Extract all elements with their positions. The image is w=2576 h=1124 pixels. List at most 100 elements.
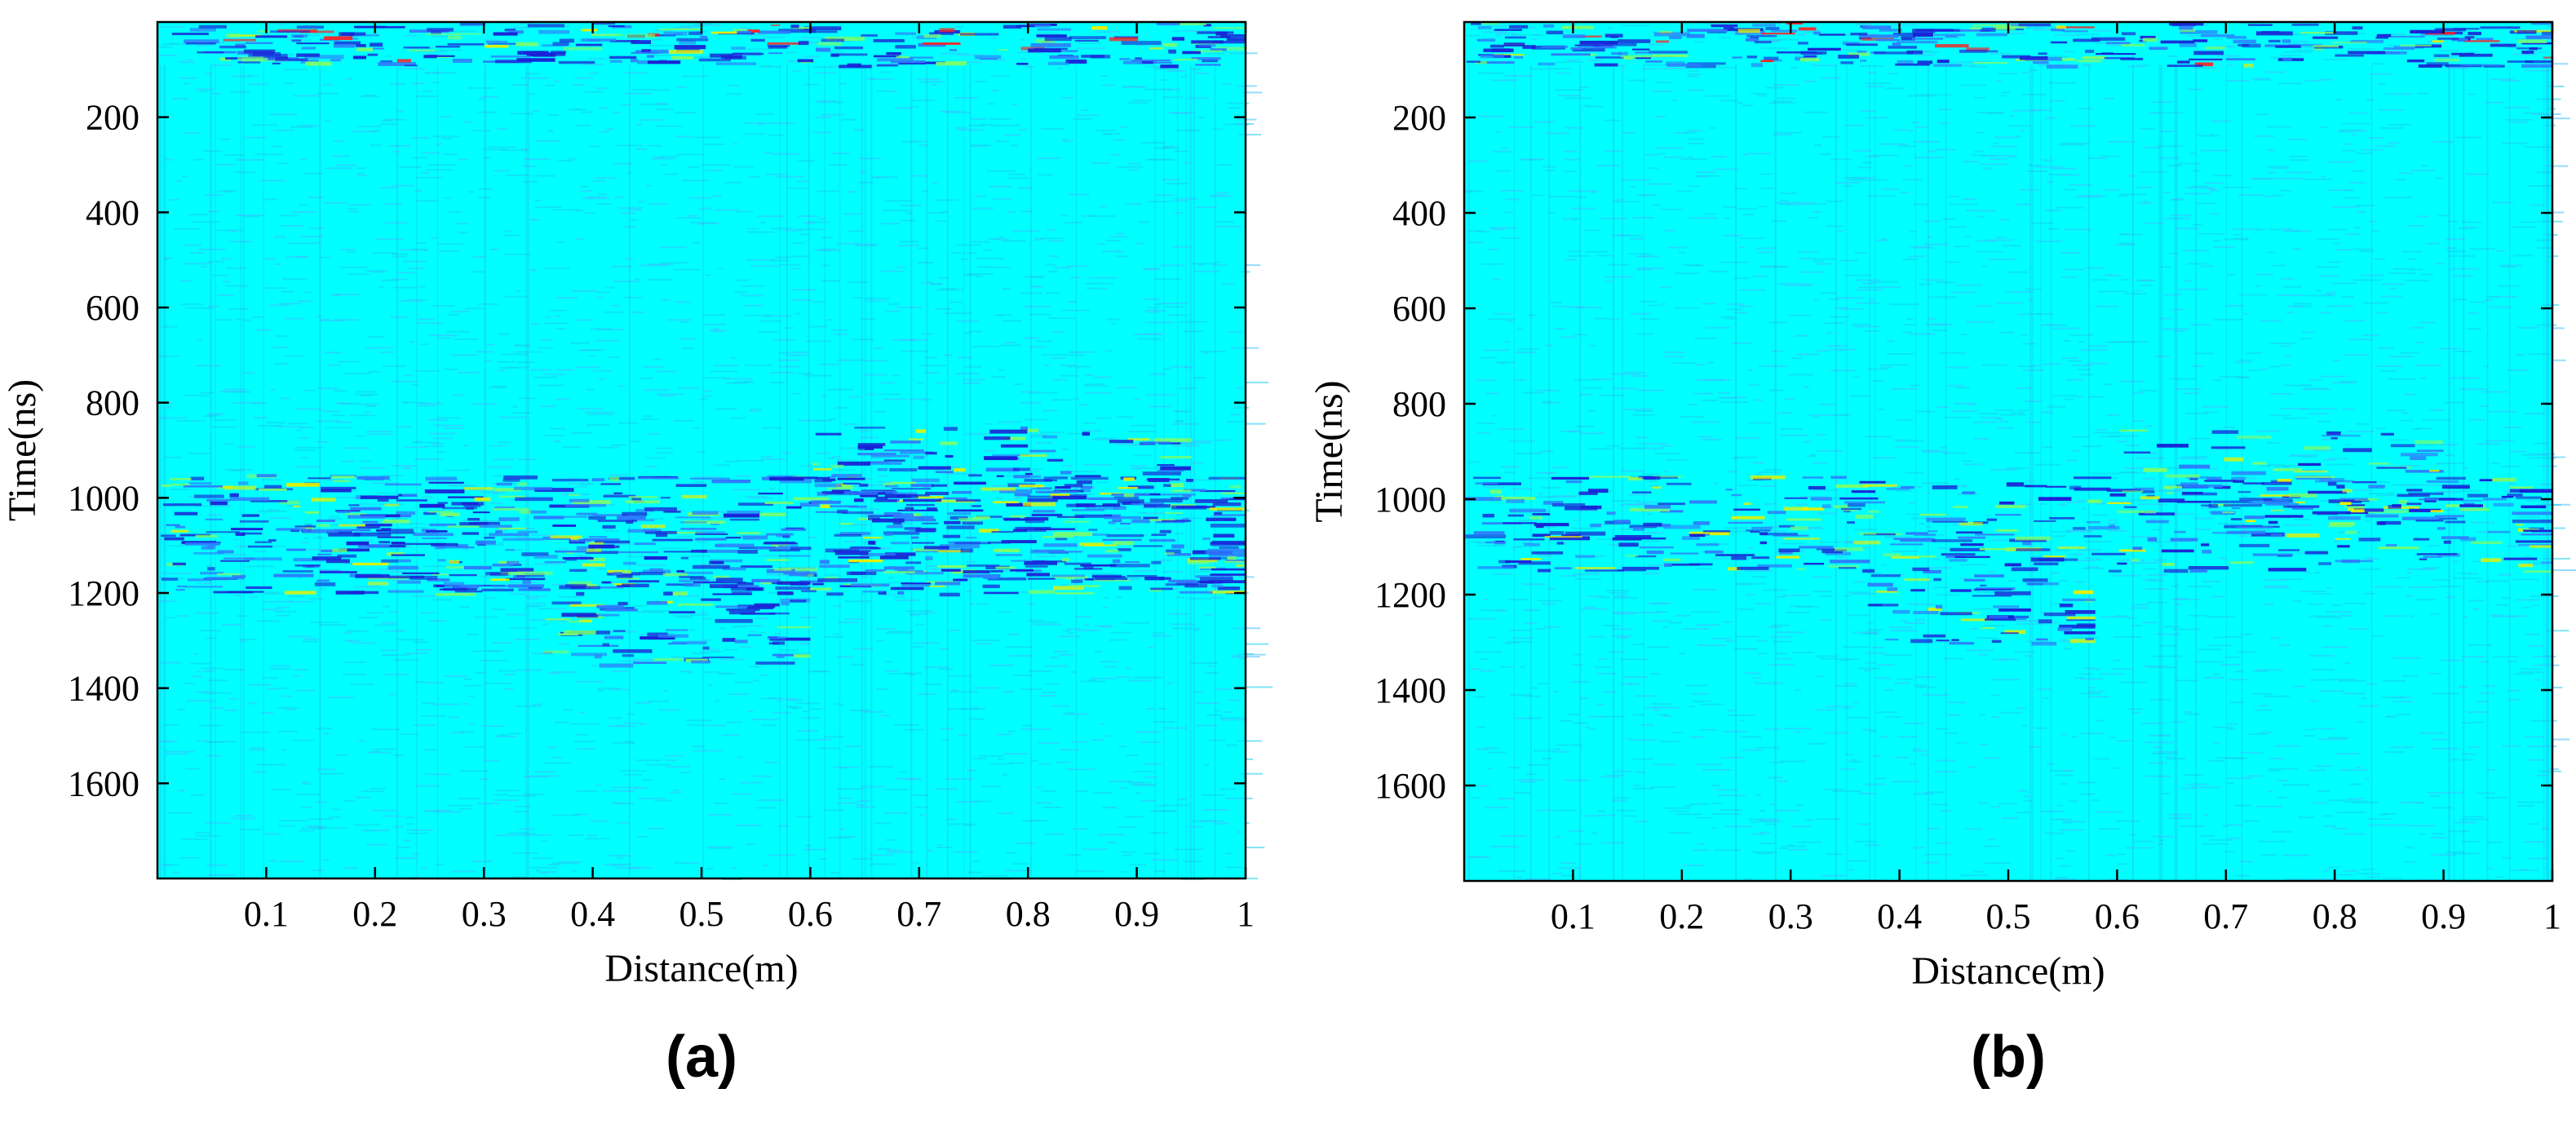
texture-streak [1864, 82, 1892, 85]
texture-streak [2034, 727, 2047, 729]
signal-streak [905, 572, 944, 575]
signal-streak [356, 476, 390, 480]
signal-streak [360, 495, 399, 499]
texture-streak [1025, 65, 1035, 68]
texture-streak [1588, 344, 1597, 347]
texture-streak [1701, 399, 1719, 401]
signal-streak [1029, 449, 1056, 453]
texture-streak [494, 834, 524, 837]
texture-streak [700, 564, 728, 566]
texture-streak [160, 26, 186, 29]
texture-streak [432, 81, 439, 83]
texture-streak [1980, 163, 2007, 166]
texture-streak [1765, 86, 1784, 89]
texture-streak [1737, 608, 1754, 610]
texture-streak [1175, 848, 1204, 851]
texture-streak [973, 861, 980, 863]
texture-streak [826, 319, 833, 321]
signal-streak [737, 30, 751, 34]
signal-streak [710, 559, 743, 563]
texture-streak [343, 631, 352, 634]
texture-streak [2308, 615, 2337, 617]
texture-streak [2217, 522, 2246, 524]
signal-streak [737, 582, 755, 586]
texture-streak [982, 874, 1007, 877]
texture-streak [522, 833, 537, 835]
texture-streak [1976, 637, 1998, 639]
texture-streak [1215, 225, 1242, 228]
signal-streak [599, 663, 634, 668]
texture-streak [837, 802, 858, 804]
texture-streak [2211, 595, 2225, 598]
signal-streak [494, 488, 521, 492]
texture-streak [2495, 604, 2508, 606]
texture-streak [1237, 831, 1243, 834]
y-tick-label: 1600 [68, 763, 139, 803]
texture-streak [1843, 683, 1856, 685]
texture-streak [1009, 762, 1025, 764]
texture-streak [1773, 809, 1800, 812]
signal-streak [463, 565, 492, 570]
texture-streak [1705, 95, 1731, 97]
texture-streak [1996, 427, 2014, 429]
texture-streak [1978, 714, 1986, 716]
texture-streak [535, 206, 562, 208]
texture-streak [733, 166, 755, 168]
texture-streak [1789, 605, 1812, 608]
signal-streak [513, 486, 553, 490]
signal-streak [865, 490, 898, 493]
texture-streak [910, 876, 925, 878]
texture-streak [2273, 466, 2290, 468]
texture-streak [2398, 172, 2414, 175]
signal-streak [989, 429, 1028, 434]
texture-streak [2025, 288, 2031, 290]
texture-streak [1945, 732, 1959, 734]
texture-streak [913, 454, 929, 457]
signal-streak [774, 568, 792, 571]
signal-streak [1148, 477, 1170, 482]
texture-streak [1923, 450, 1949, 453]
texture-streak [538, 384, 564, 387]
texture-streak [204, 637, 217, 639]
texture-streak [2443, 483, 2471, 485]
texture-streak [834, 333, 848, 335]
signal-streak [731, 586, 764, 591]
texture-streak [919, 365, 947, 367]
signal-streak [925, 491, 949, 495]
texture-streak [2208, 759, 2225, 762]
texture-streak [1843, 595, 1851, 597]
texture-streak [385, 630, 406, 632]
texture-streak [762, 427, 782, 429]
texture-streak [365, 405, 377, 408]
texture-streak [543, 267, 571, 269]
texture-streak [1566, 59, 1582, 61]
texture-streak [393, 150, 400, 153]
texture-streak [1982, 167, 1992, 170]
signal-streak [440, 512, 460, 516]
texture-streak [273, 129, 294, 131]
signal-streak [1168, 49, 1176, 54]
trace-artefact [240, 64, 242, 878]
texture-streak [1990, 52, 2012, 55]
signal-streak [1119, 58, 1131, 60]
x-tick-label: 0.3 [462, 894, 507, 934]
texture-streak [607, 356, 619, 359]
texture-streak [497, 361, 515, 363]
texture-streak [1977, 653, 1989, 656]
texture-streak [1629, 185, 1636, 188]
texture-streak [636, 835, 649, 838]
texture-streak [1910, 230, 1918, 232]
texture-streak [2293, 49, 2321, 51]
signal-streak [617, 551, 659, 554]
signal-streak [291, 34, 308, 38]
texture-streak [414, 681, 426, 684]
texture-streak [1130, 467, 1142, 470]
signal-streak [447, 42, 485, 46]
signal-streak [851, 583, 890, 587]
texture-streak [278, 825, 296, 827]
signal-streak [553, 516, 587, 518]
signal-streak [1083, 565, 1094, 569]
texture-streak [571, 870, 578, 873]
texture-streak [588, 57, 607, 60]
texture-streak [1161, 79, 1169, 82]
